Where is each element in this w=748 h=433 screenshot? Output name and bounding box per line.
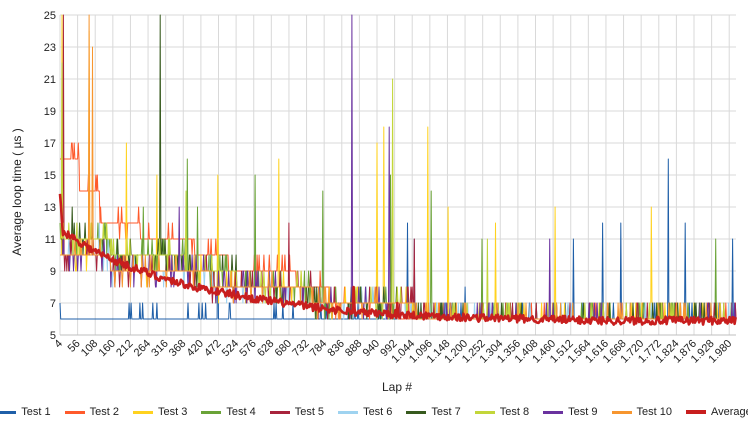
series-line-10 xyxy=(60,14,736,320)
x-axis-title: Lap # xyxy=(382,380,412,394)
y-tick-label: 7 xyxy=(50,298,56,310)
legend-swatch xyxy=(201,410,222,414)
legend-label: Test 10 xyxy=(636,406,672,418)
legend-swatch xyxy=(543,410,564,414)
y-tick-label: 21 xyxy=(44,74,56,86)
plot-area xyxy=(58,14,737,326)
x-tick-label: 420 xyxy=(185,338,206,359)
legend-swatch xyxy=(685,410,706,414)
legend-item: Test 9 xyxy=(543,406,598,418)
y-tick-label: 23 xyxy=(44,42,56,54)
series-line-5 xyxy=(60,14,737,320)
legend-item: Test 3 xyxy=(132,406,188,418)
x-tick-label: 732 xyxy=(290,338,311,359)
x-tick-label: 784 xyxy=(308,338,329,359)
legend-swatch xyxy=(269,410,290,414)
legend-swatch xyxy=(474,410,495,414)
legend-item: Test 6 xyxy=(338,406,392,418)
series-line-11 xyxy=(58,193,737,326)
y-tick-label: 13 xyxy=(44,202,56,214)
legend-label: Test 8 xyxy=(499,406,530,418)
x-tick-label: 888 xyxy=(343,338,364,359)
legend-item: Test 2 xyxy=(64,406,119,418)
legend-label: Test 2 xyxy=(89,406,119,418)
legend-label: Test 7 xyxy=(431,406,461,418)
x-tick-label: 680 xyxy=(273,338,294,359)
legend-swatch xyxy=(611,410,632,414)
x-tick-label: 940 xyxy=(361,338,382,359)
legend-swatch xyxy=(338,410,359,414)
x-tick-label: 160 xyxy=(96,338,117,359)
x-tick-label: 316 xyxy=(149,338,170,359)
series-line-7 xyxy=(60,14,736,320)
legend-item: Average xyxy=(685,406,748,418)
legend-label: Test 1 xyxy=(21,406,51,418)
legend-item: Test 4 xyxy=(201,406,256,418)
y-tick-label: 15 xyxy=(44,170,56,182)
legend-label: Average xyxy=(710,406,748,418)
legend-item: Test 5 xyxy=(269,406,325,418)
y-tick-label: 9 xyxy=(50,266,56,278)
y-tick-label: 5 xyxy=(50,330,56,342)
grid-lines xyxy=(59,14,736,336)
legend-swatch xyxy=(64,410,85,414)
y-tick-label: 19 xyxy=(44,106,56,118)
x-tick-label: 576 xyxy=(237,338,258,359)
legend-item: Test 10 xyxy=(611,406,672,418)
y-tick-label: 17 xyxy=(44,138,56,150)
x-tick-label: 472 xyxy=(202,338,223,359)
x-tick-label: 524 xyxy=(220,338,241,359)
series-line-9 xyxy=(60,14,736,320)
legend-label: Test 3 xyxy=(157,406,188,418)
series-line-2 xyxy=(60,126,737,320)
series-line-3 xyxy=(60,14,736,320)
y-tick-label: 25 xyxy=(44,10,56,22)
x-tick-label: 368 xyxy=(167,338,188,359)
y-axis-title: Average loop time ( µs ) xyxy=(10,128,24,255)
legend-label: Test 4 xyxy=(226,406,256,418)
y-tick-label: 11 xyxy=(45,234,56,246)
legend-item: Test 8 xyxy=(474,406,530,418)
series-line-8 xyxy=(60,62,736,320)
legend-swatch xyxy=(0,410,17,414)
legend-label: Test 6 xyxy=(363,406,393,418)
legend-label: Test 9 xyxy=(568,406,598,418)
chart-legend: Test 1 Test 2 Test 3 Test 4 Test 5 Test 6 Test… xyxy=(0,402,748,422)
legend-swatch xyxy=(406,410,427,414)
legend-swatch xyxy=(132,410,153,414)
legend-label: Test 5 xyxy=(294,406,325,418)
legend-item: Test 7 xyxy=(406,406,461,418)
x-tick-label: 212 xyxy=(114,338,135,359)
x-tick-label: 264 xyxy=(132,338,153,359)
x-tick-label: 836 xyxy=(325,338,346,359)
x-tick-label: 108 xyxy=(79,338,100,359)
x-tick-label: 628 xyxy=(255,338,276,359)
x-tick-label: 4 xyxy=(52,338,65,351)
legend-item: Test 1 xyxy=(0,406,51,418)
